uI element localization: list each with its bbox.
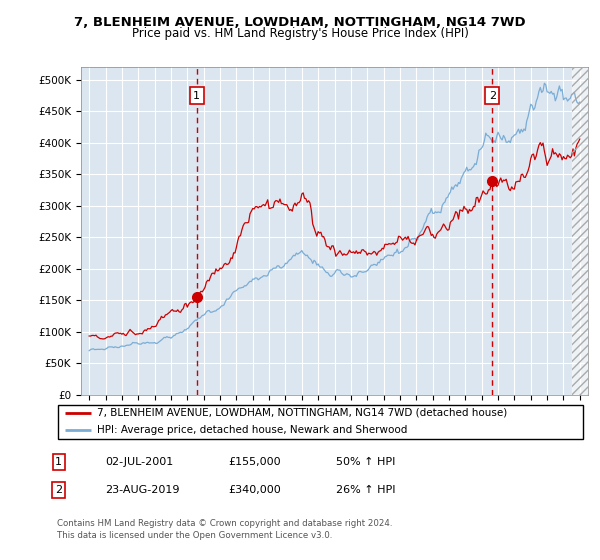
Text: 7, BLENHEIM AVENUE, LOWDHAM, NOTTINGHAM, NG14 7WD (detached house): 7, BLENHEIM AVENUE, LOWDHAM, NOTTINGHAM,… [97,408,507,418]
Text: 50% ↑ HPI: 50% ↑ HPI [336,457,395,467]
FancyBboxPatch shape [58,405,583,438]
Text: 23-AUG-2019: 23-AUG-2019 [105,485,179,495]
Bar [572,67,588,395]
Text: HPI: Average price, detached house, Newark and Sherwood: HPI: Average price, detached house, Newa… [97,425,407,435]
Text: Price paid vs. HM Land Registry's House Price Index (HPI): Price paid vs. HM Land Registry's House … [131,27,469,40]
Text: 1: 1 [55,457,62,467]
Text: Contains HM Land Registry data © Crown copyright and database right 2024.
This d: Contains HM Land Registry data © Crown c… [57,519,392,540]
Text: 7, BLENHEIM AVENUE, LOWDHAM, NOTTINGHAM, NG14 7WD: 7, BLENHEIM AVENUE, LOWDHAM, NOTTINGHAM,… [74,16,526,29]
Text: 2: 2 [489,91,496,101]
Text: 1: 1 [193,91,200,101]
Text: 26% ↑ HPI: 26% ↑ HPI [336,485,395,495]
Text: £155,000: £155,000 [228,457,281,467]
Bar [572,67,588,395]
Text: 02-JUL-2001: 02-JUL-2001 [105,457,173,467]
Text: 2: 2 [55,485,62,495]
Text: £340,000: £340,000 [228,485,281,495]
